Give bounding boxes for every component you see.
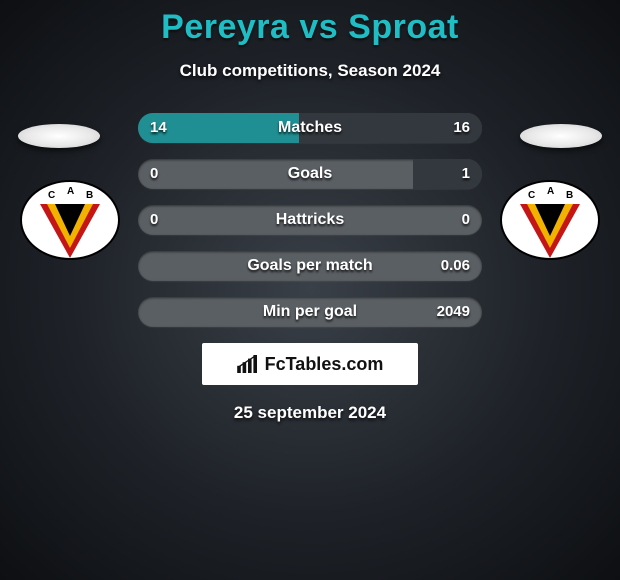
stat-label: Goals per match bbox=[138, 251, 482, 281]
svg-text:B: B bbox=[566, 190, 573, 201]
stat-value-right: 0 bbox=[462, 205, 470, 235]
club-badge-right: C A B bbox=[500, 180, 600, 260]
stat-row: Hattricks0 0 bbox=[138, 205, 482, 235]
stat-label: Min per goal bbox=[138, 297, 482, 327]
svg-text:C: C bbox=[48, 190, 55, 201]
page-title: Pereyra vs Sproat bbox=[0, 8, 620, 47]
player-left-placeholder bbox=[18, 124, 100, 148]
stat-value-right: 16 bbox=[453, 113, 470, 143]
svg-text:A: A bbox=[67, 186, 74, 197]
stat-value-right: 0.06 bbox=[441, 251, 470, 281]
stat-row: Matches1416 bbox=[138, 113, 482, 143]
date-label: 25 september 2024 bbox=[0, 403, 620, 423]
club-badge-left: C A B bbox=[20, 180, 120, 260]
stat-value-left: 0 bbox=[150, 205, 158, 235]
subtitle: Club competitions, Season 2024 bbox=[0, 61, 620, 81]
svg-text:B: B bbox=[86, 190, 93, 201]
site-logo-text: FcTables.com bbox=[265, 354, 384, 375]
svg-text:A: A bbox=[547, 186, 554, 197]
stat-label: Hattricks bbox=[138, 205, 482, 235]
stat-bar-right bbox=[413, 159, 482, 189]
stat-value-left: 0 bbox=[150, 159, 158, 189]
stat-row: Min per goal2049 bbox=[138, 297, 482, 327]
club-badge-left-svg: C A B bbox=[20, 180, 120, 260]
player-right-placeholder bbox=[520, 124, 602, 148]
svg-text:C: C bbox=[528, 190, 535, 201]
comparison-card: Pereyra vs Sproat Club competitions, Sea… bbox=[0, 0, 620, 580]
bar-chart-icon bbox=[237, 355, 259, 373]
stat-value-right: 2049 bbox=[437, 297, 470, 327]
site-logo: FcTables.com bbox=[202, 343, 418, 385]
stat-row: Goals01 bbox=[138, 159, 482, 189]
club-badge-right-svg: C A B bbox=[500, 180, 600, 260]
stat-value-left: 14 bbox=[150, 113, 167, 143]
stat-value-right: 1 bbox=[462, 159, 470, 189]
stat-row: Goals per match0.06 bbox=[138, 251, 482, 281]
